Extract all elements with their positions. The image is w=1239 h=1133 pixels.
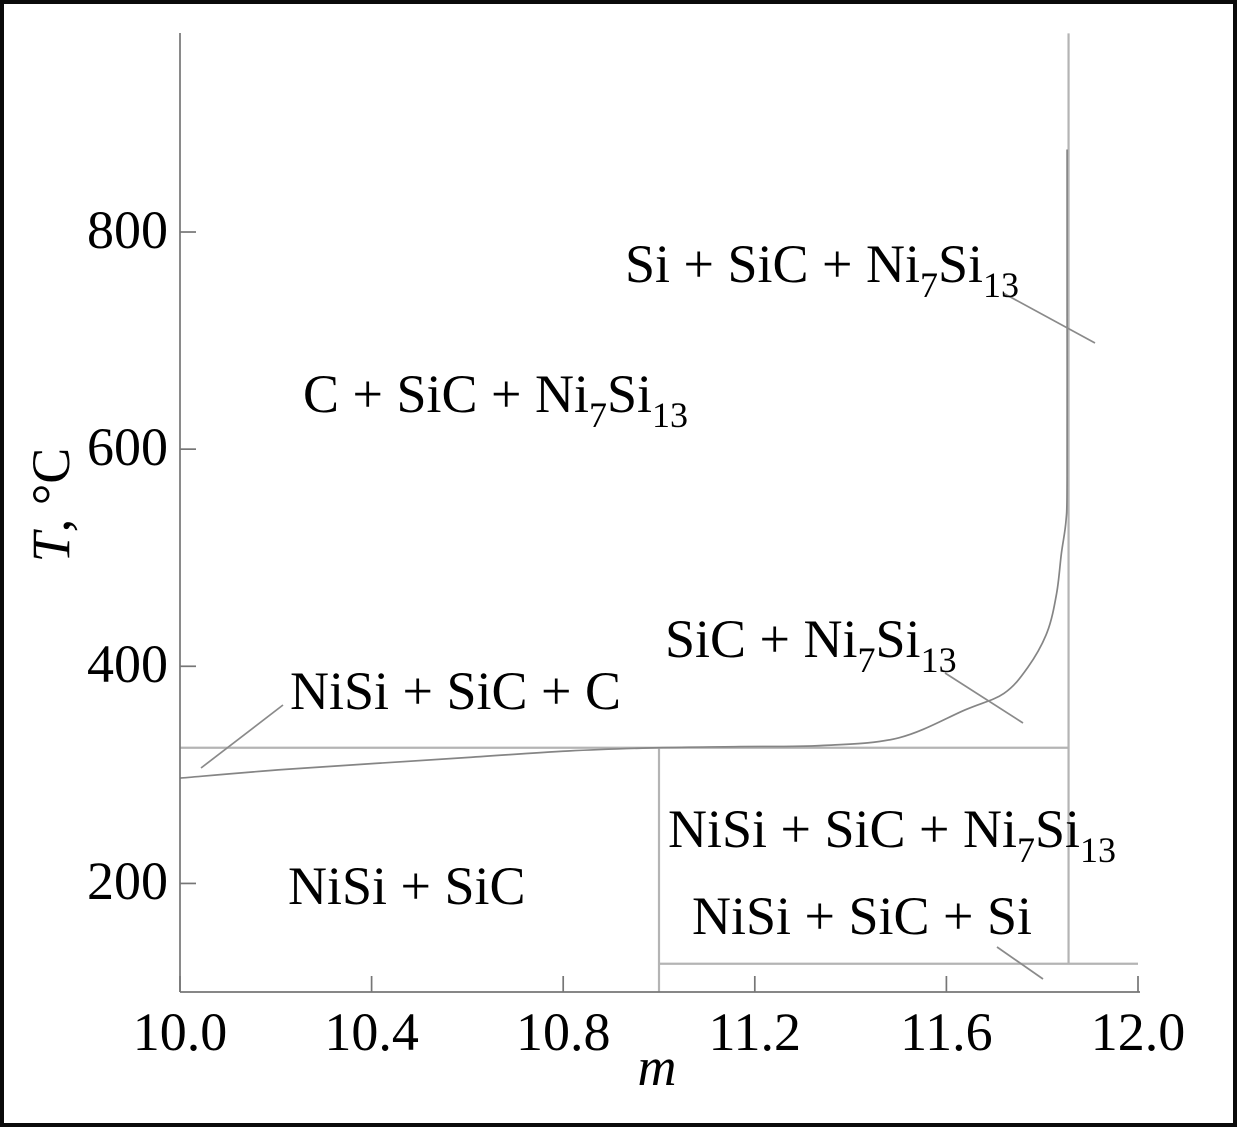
subscript-text: 13	[983, 265, 1020, 305]
label-text: NiSi + SiC + Ni	[668, 799, 1017, 859]
label-text: Si	[1035, 799, 1081, 859]
label-text: T	[21, 532, 81, 563]
x-tick-label-10.8: 10.8	[515, 1002, 611, 1062]
region-label-nisi-sic-ni7si13: NiSi + SiC + Ni7Si13	[668, 799, 1116, 868]
region-label-c-sic-ni7si13: C + SiC + Ni7Si13	[303, 364, 688, 433]
leader-line-0	[1002, 292, 1096, 344]
leader-line-2	[200, 704, 284, 769]
region-label-si-sic-ni7si13: Si + SiC + Ni7Si13	[625, 234, 1019, 303]
region-label-sic-ni7si13: SiC + Ni7Si13	[665, 609, 957, 678]
label-text: SiC + Ni	[665, 609, 858, 669]
label-text: m	[637, 1037, 677, 1097]
axes-group	[179, 33, 1140, 993]
label-text: Si	[606, 364, 653, 424]
y-tick-label-800: 800	[87, 200, 168, 260]
x-tick-label-11.2: 11.2	[708, 1002, 802, 1062]
subscript-text: 7	[857, 640, 876, 680]
phase-curve-group	[179, 149, 1069, 779]
label-text: Si + SiC + Ni	[625, 234, 920, 294]
x-axis-title: m	[638, 1040, 677, 1094]
y-tick-label-200: 200	[87, 851, 168, 912]
x-tick-label-12.0: 12.0	[1090, 1002, 1186, 1062]
label-text: Si	[875, 609, 921, 669]
leader-lines-group	[200, 292, 1096, 980]
label-text: Si	[938, 234, 984, 294]
subscript-text: 13	[1080, 830, 1117, 870]
phase-boundary-curve	[179, 149, 1069, 779]
label-text: NiSi + SiC	[288, 856, 526, 916]
x-tick-label-11.6: 11.6	[900, 1002, 993, 1062]
subscript-text: 13	[920, 640, 957, 680]
region-label-nisi-sic: NiSi + SiC	[288, 859, 526, 913]
leader-line-3	[996, 946, 1044, 980]
region-label-nisi-sic-si: NiSi + SiC + Si	[692, 889, 1032, 943]
subscript-text: 7	[588, 395, 607, 435]
y-tick-label-400: 400	[87, 634, 168, 695]
y-tick-label-600: 600	[87, 417, 168, 478]
leader-line-1	[944, 672, 1024, 724]
label-text: NiSi + SiC + C	[290, 661, 622, 721]
x-tick-label-10.0: 10.0	[132, 1002, 228, 1062]
phase-boundaries-group	[180, 33, 1138, 992]
subscript-text: 13	[652, 395, 689, 435]
label-text: C + SiC + Ni	[303, 364, 589, 424]
region-label-nisi-sic-c: NiSi + SiC + C	[290, 664, 621, 718]
label-text: NiSi + SiC + Si	[692, 886, 1033, 946]
x-tick-label-10.4: 10.4	[324, 1002, 419, 1062]
subscript-text: 7	[920, 265, 938, 305]
subscript-text: 7	[1017, 830, 1035, 870]
